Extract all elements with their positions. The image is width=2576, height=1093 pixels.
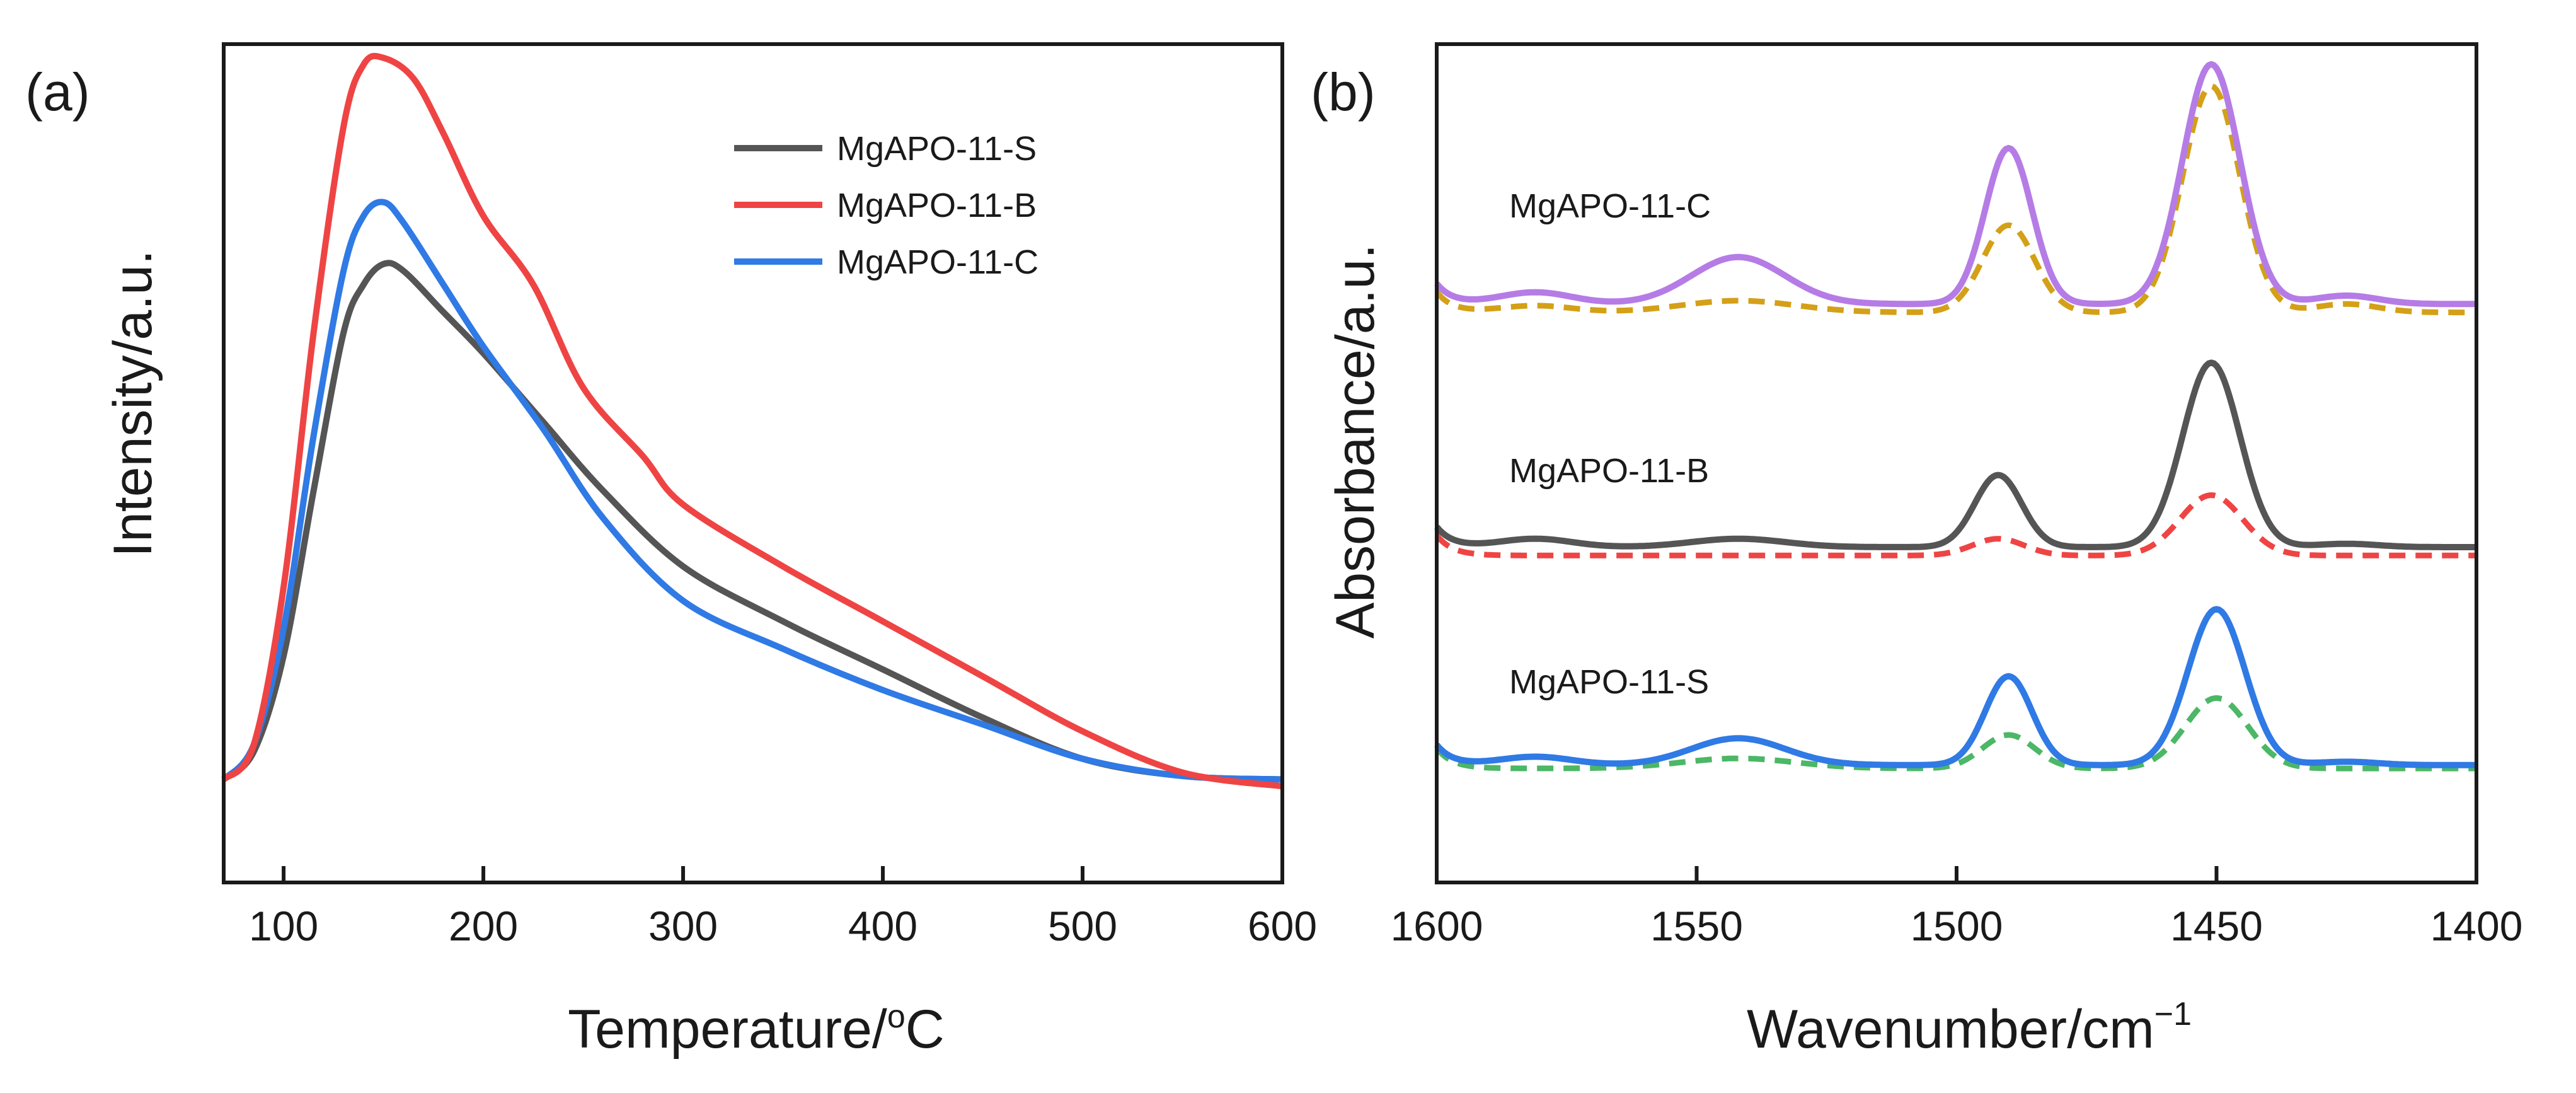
series-line-mgapo-11-s-solid xyxy=(1434,606,2477,768)
panel-b-x-axis-title: Wavenumber/cm−1 xyxy=(1747,996,2192,1060)
panel-a-y-axis-title: Intensity/a.u. xyxy=(103,250,163,557)
x-tick-label: 100 xyxy=(249,903,318,949)
sample-label-mgapo-11-s: MgAPO-11-S xyxy=(1509,663,1709,701)
panel-b: (b) 1600 1550 1500 1450 1400 MgAPO-11-CMgAPO… xyxy=(1311,42,2523,1060)
series-line-mgapo-11-c-solid xyxy=(1434,61,2477,308)
sample-label-mgapo-11-b: MgAPO-11-B xyxy=(1509,452,1709,490)
panel-b-x-ticks: 1600 1550 1500 1450 1400 xyxy=(1391,866,2523,949)
panel-a-frame xyxy=(222,42,1284,884)
x-tick-label: 400 xyxy=(848,903,917,949)
legend-label-mgapo-11-b: MgAPO-11-B xyxy=(837,187,1037,224)
legend-label-mgapo-11-s: MgAPO-11-S xyxy=(837,130,1037,168)
panel-a-x-axis-title: Temperature/oC xyxy=(568,998,945,1060)
panel-a-label: (a) xyxy=(25,62,90,122)
sample-label-mgapo-11-c: MgAPO-11-C xyxy=(1509,187,1711,225)
x-tick-label: 1450 xyxy=(2170,903,2263,949)
panel-a-x-ticks: 100 200 300 400 500 600 xyxy=(249,866,1317,949)
x-tick-label: 1400 xyxy=(2430,903,2523,949)
panel-b-frame xyxy=(1435,42,2478,884)
series-line-mgapo-11-b xyxy=(221,52,1283,790)
panel-a: (a) 100 200 300 400 500 600 MgAPO-11-SMgAPO-1… xyxy=(25,42,1317,1060)
panel-b-sample-labels: MgAPO-11-C MgAPO-11-B MgAPO-11-S xyxy=(1509,187,1711,701)
x-tick-label: 300 xyxy=(648,903,718,949)
panel-a-series xyxy=(221,52,1283,790)
x-tick-label: 1500 xyxy=(1911,903,2003,949)
panel-a-legend: MgAPO-11-S MgAPO-11-B MgAPO-11-C xyxy=(734,130,1038,281)
series-line-mgapo-11-s xyxy=(221,260,1283,783)
series-line-mgapo-11-b-solid xyxy=(1434,359,2477,550)
x-tick-label: 200 xyxy=(449,903,518,949)
panel-b-label: (b) xyxy=(1311,62,1376,122)
series-line-mgapo-11-c-dashed xyxy=(1434,83,2477,316)
x-tick-label: 1550 xyxy=(1650,903,1743,949)
x-tick-label: 1600 xyxy=(1391,903,1483,949)
panel-b-series xyxy=(1434,61,2477,772)
legend-label-mgapo-11-c: MgAPO-11-C xyxy=(837,243,1038,281)
panel-b-y-axis-title: Absorbance/a.u. xyxy=(1325,244,1386,639)
x-tick-label: 500 xyxy=(1048,903,1117,949)
series-line-mgapo-11-c xyxy=(221,199,1283,783)
x-tick-label: 600 xyxy=(1248,903,1317,949)
